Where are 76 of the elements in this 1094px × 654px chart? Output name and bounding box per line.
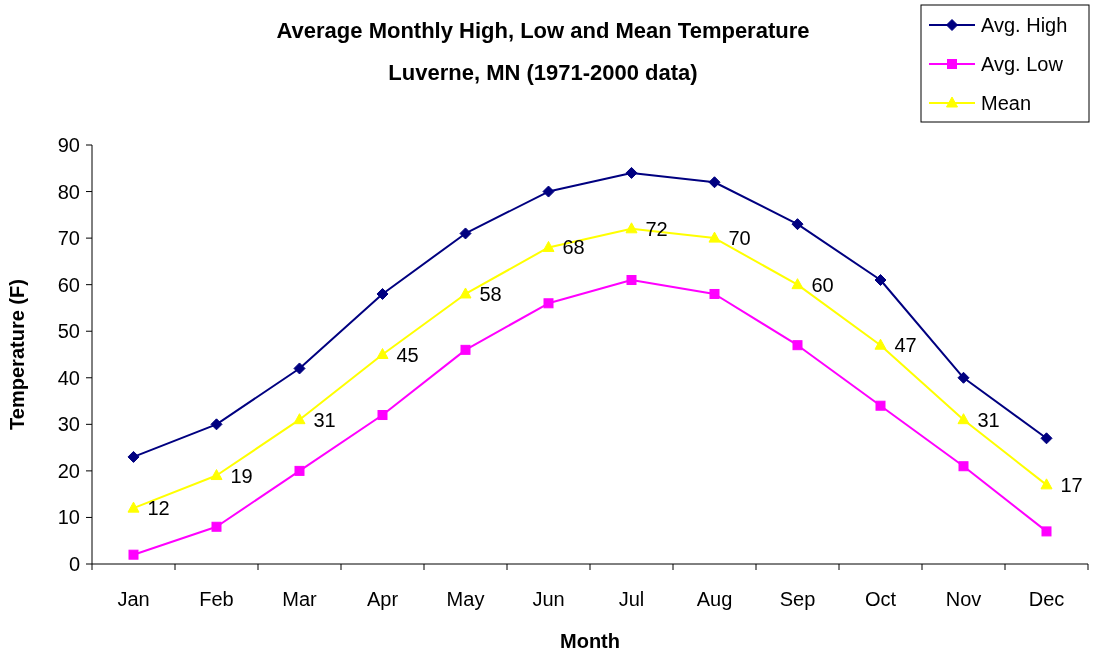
- point: [542, 185, 555, 198]
- point: [293, 413, 306, 425]
- point: [459, 287, 472, 299]
- point: [377, 410, 388, 421]
- data-label: 68: [562, 236, 585, 259]
- data-label: 60: [811, 273, 834, 296]
- x-tick-label: Aug: [696, 588, 733, 610]
- x-tick-label: Jan: [117, 588, 150, 610]
- y-tick-label: 40: [57, 366, 80, 389]
- point: [1040, 432, 1053, 445]
- legend-label: Avg. High: [981, 14, 1068, 36]
- point: [708, 176, 721, 189]
- point: [294, 465, 305, 476]
- data-label: 17: [1060, 473, 1083, 496]
- point: [625, 166, 638, 179]
- point: [128, 549, 139, 560]
- point: [708, 231, 721, 243]
- point: [127, 450, 140, 463]
- point: [460, 344, 471, 355]
- x-tick-label: Mar: [282, 588, 318, 610]
- y-axis-title: Temperature (F): [6, 279, 28, 430]
- chart-title: Average Monthly High, Low and Mean Temperature: [276, 18, 810, 43]
- y-tick-label: 50: [57, 320, 80, 343]
- point: [376, 348, 389, 359]
- y-tick-label: 10: [57, 506, 80, 529]
- x-tick-label: Nov: [945, 588, 982, 610]
- data-label: 31: [313, 408, 336, 431]
- x-axis-title: Month: [560, 630, 620, 652]
- point: [791, 218, 804, 231]
- x-tick-label: May: [446, 588, 485, 610]
- chart-subtitle: Luverne, MN (1971-2000 data): [388, 60, 698, 85]
- data-label: 70: [728, 227, 751, 250]
- point: [210, 469, 223, 481]
- data-label: 12: [147, 497, 170, 520]
- point: [709, 288, 720, 299]
- point: [459, 227, 472, 240]
- y-tick-label: 70: [57, 227, 80, 250]
- point: [127, 501, 140, 513]
- x-tick-label: Apr: [366, 588, 399, 610]
- data-label: 47: [894, 334, 917, 357]
- data-label: 45: [396, 343, 419, 366]
- point: [957, 413, 970, 425]
- point: [958, 461, 969, 472]
- y-tick-label: 80: [57, 180, 80, 203]
- point: [874, 338, 887, 350]
- point: [626, 275, 637, 286]
- point: [957, 371, 970, 384]
- x-tick-label: Feb: [199, 588, 234, 610]
- legend-label: Avg. Low: [981, 53, 1064, 75]
- point: [792, 340, 803, 351]
- point: [791, 278, 804, 290]
- x-tick-label: Oct: [864, 588, 897, 610]
- x-tick-label: Jul: [618, 588, 645, 610]
- data-label: 31: [977, 408, 1000, 431]
- point: [542, 240, 555, 252]
- point: [211, 521, 222, 532]
- point: [625, 222, 638, 234]
- point: [376, 287, 389, 300]
- x-tick-label: Dec: [1028, 588, 1065, 610]
- data-label: 19: [230, 464, 253, 487]
- point: [293, 362, 306, 375]
- y-tick-label: 0: [68, 553, 80, 575]
- point: [1040, 478, 1053, 490]
- data-label: 58: [479, 282, 502, 305]
- point: [874, 274, 887, 287]
- x-tick-label: Sep: [779, 588, 816, 610]
- point: [1041, 526, 1052, 537]
- y-tick-label: 20: [57, 459, 80, 482]
- point: [543, 298, 554, 309]
- x-tick-label: Jun: [532, 588, 565, 610]
- y-tick-label: 60: [57, 273, 80, 296]
- point: [875, 400, 886, 411]
- y-tick-label: 30: [57, 413, 80, 436]
- legend-label: Mean: [981, 92, 1032, 114]
- point: [210, 418, 223, 431]
- y-tick-label: 90: [57, 134, 80, 156]
